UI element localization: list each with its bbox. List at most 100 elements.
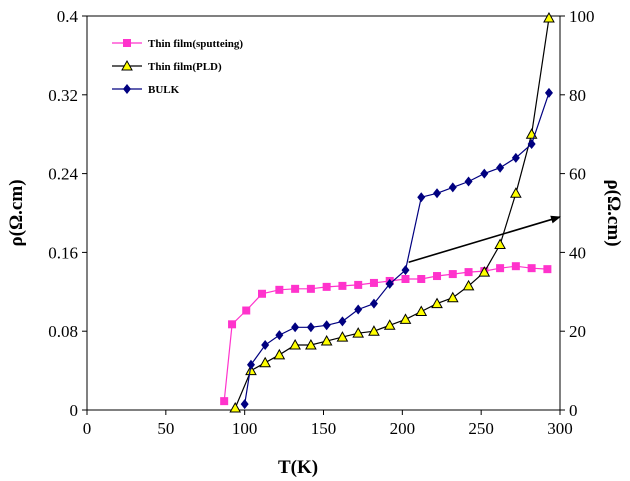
data-point-square (338, 281, 347, 290)
data-point-triangle (259, 356, 272, 368)
data-point-square (123, 39, 131, 47)
data-point-diamond (527, 139, 536, 150)
data-point-diamond (275, 330, 284, 341)
data-point-diamond (511, 152, 520, 163)
data-point-triangle (431, 297, 443, 309)
data-point-square (275, 285, 284, 294)
data-point-diamond (246, 359, 255, 370)
data-point-diamond (480, 168, 489, 179)
data-point-diamond (401, 265, 410, 276)
y-right-tick-label: 80 (569, 86, 586, 105)
data-point-triangle (543, 11, 555, 23)
y-right-axis-ticks: 0 20 40 60 80 100 (560, 7, 595, 420)
legend-label: Thin film(PLD) (148, 61, 222, 73)
data-point-diamond (448, 182, 457, 193)
data-point-square (322, 282, 331, 291)
data-point-square (369, 278, 378, 287)
data-point-diamond (433, 188, 442, 199)
legend: Thin film(sputteing) Thin film(PLD) BULK (112, 38, 243, 96)
data-point-square (433, 272, 442, 281)
data-point-diamond (240, 399, 249, 410)
plot-frame (86, 15, 561, 411)
y-left-axis-ticks: 0 0.08 0.16 0.24 0.32 0.4 (48, 7, 87, 420)
data-point-square (242, 306, 251, 315)
data-point-square (401, 274, 410, 283)
data-point-diamond (544, 87, 553, 98)
series-0 (220, 262, 552, 406)
data-point-square (258, 289, 267, 298)
y-left-tick-label: 0.16 (48, 243, 78, 262)
data-point-triangle (245, 364, 257, 376)
data-point-diamond (417, 192, 426, 203)
data-point-triangle (368, 325, 380, 336)
x-tick-label: 150 (311, 419, 337, 438)
data-point-triangle (446, 291, 459, 303)
legend-label: BULK (148, 84, 180, 96)
data-point-triangle (352, 327, 365, 338)
data-point-square (464, 268, 473, 277)
y-left-tick-label: 0 (70, 401, 79, 420)
data-point-triangle (399, 313, 412, 324)
data-point-diamond (291, 322, 300, 333)
data-point-square (306, 284, 315, 293)
x-tick-label: 200 (390, 419, 416, 438)
y-right-tick-label: 20 (569, 322, 586, 341)
data-point-diamond (261, 339, 270, 350)
data-point-triangle (462, 279, 475, 291)
x-tick-label: 0 (83, 419, 92, 438)
y-left-tick-label: 0.24 (48, 165, 78, 184)
data-point-triangle (320, 335, 333, 346)
data-point-diamond (496, 162, 505, 173)
data-point-triangle (415, 305, 428, 316)
data-point-square (228, 320, 237, 329)
y-left-tick-label: 0.4 (57, 7, 79, 26)
data-point-diamond (385, 278, 394, 289)
data-point-triangle (494, 238, 506, 250)
annotation-arrow (408, 215, 561, 264)
data-point-square (291, 284, 300, 293)
series-2 (240, 87, 553, 410)
y-left-tick-label: 0.08 (48, 322, 78, 341)
data-point-diamond (354, 304, 363, 315)
data-point-triangle (121, 59, 133, 71)
data-point-square (543, 265, 552, 274)
data-point-square (511, 262, 520, 271)
data-point-diamond (464, 176, 473, 187)
series-layer (220, 11, 555, 413)
x-axis-label: T(K) (278, 457, 318, 478)
y-right-tick-label: 100 (569, 7, 595, 26)
y-right-tick-label: 40 (569, 243, 586, 262)
data-point-square (220, 397, 229, 406)
data-point-square (496, 264, 505, 273)
data-point-diamond (338, 316, 347, 327)
data-point-triangle (305, 338, 317, 350)
data-point-square (354, 280, 363, 289)
y-right-tick-label: 60 (569, 165, 586, 184)
y-left-axis-label: ρ(Ω.cm) (6, 179, 27, 246)
data-point-square (448, 270, 457, 279)
x-tick-label: 100 (232, 419, 258, 438)
legend-label: Thin film(sputteing) (148, 38, 243, 50)
data-point-triangle (383, 319, 396, 330)
data-point-square (527, 264, 536, 273)
data-point-diamond (306, 322, 315, 333)
x-tick-label: 250 (468, 419, 494, 438)
y-right-tick-label: 0 (569, 401, 578, 420)
data-point-triangle (289, 338, 301, 350)
data-point-triangle (336, 331, 349, 342)
y-left-tick-label: 0.32 (48, 86, 78, 105)
data-point-triangle (229, 402, 242, 413)
data-point-diamond (123, 84, 131, 94)
x-tick-label: 300 (547, 419, 573, 438)
series-1 (229, 11, 555, 413)
x-tick-label: 50 (157, 419, 174, 438)
annotation-layer (408, 215, 561, 264)
data-point-triangle (510, 187, 522, 198)
series-line (223, 265, 548, 402)
data-point-diamond (322, 320, 331, 331)
data-point-triangle (478, 266, 491, 277)
data-point-diamond (369, 298, 378, 309)
data-point-square (417, 274, 426, 283)
data-point-triangle (273, 348, 286, 360)
